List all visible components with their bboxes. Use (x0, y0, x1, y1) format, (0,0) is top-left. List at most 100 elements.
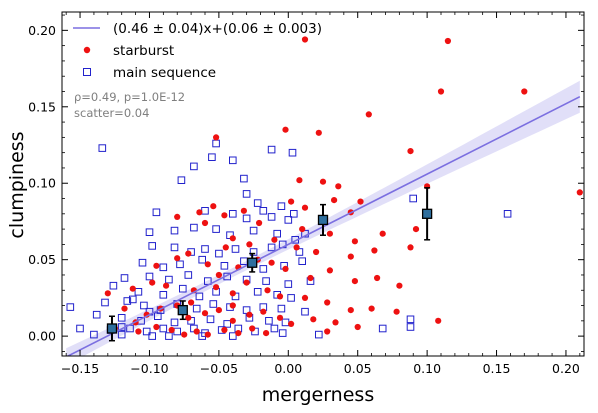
starburst-point (437, 88, 445, 95)
starburst-point (213, 134, 220, 141)
main-sequence-point (176, 260, 184, 269)
main-sequence-point (101, 298, 109, 307)
starburst-point (201, 219, 209, 227)
main-sequence-point (206, 315, 215, 324)
main-sequence-point (92, 310, 101, 319)
starburst-point (240, 207, 247, 214)
starburst-point (307, 274, 314, 282)
starburst-point (310, 316, 317, 323)
main-sequence-point (148, 242, 156, 250)
main-sequence-point (198, 255, 206, 264)
main-sequence-point (117, 314, 126, 322)
starburst-point (368, 305, 375, 312)
main-sequence-point (165, 332, 173, 340)
starburst-point (153, 323, 160, 331)
starburst-point (193, 328, 200, 335)
x-axis-label: mergerness (262, 384, 374, 406)
y-tick-label: 0.10 (28, 176, 56, 191)
starburst-point (374, 274, 381, 282)
main-sequence-point (212, 139, 220, 148)
starburst-point (407, 148, 414, 155)
main-sequence-point (265, 317, 273, 325)
main-sequence-point (259, 207, 268, 215)
main-sequence-point (220, 262, 229, 270)
starburst-point (301, 294, 309, 301)
starburst-point (229, 317, 236, 324)
main-sequence-point (287, 294, 295, 302)
main-sequence-point (198, 332, 206, 340)
main-sequence-point (290, 210, 298, 218)
starburst-point (276, 314, 284, 321)
starburst-point (521, 88, 528, 95)
starburst-point (268, 259, 275, 266)
legend-starburst-label: starburst (113, 43, 174, 59)
starburst-point (188, 299, 195, 306)
starburst-point (354, 323, 361, 331)
main-sequence-point (229, 156, 237, 165)
starburst-point (351, 238, 358, 245)
y-tick-label: 0.20 (28, 23, 56, 38)
legend-starburst-marker (83, 46, 91, 54)
binned-mean-marker (106, 323, 118, 334)
main-sequence-point (109, 281, 118, 290)
main-sequence-point (215, 249, 223, 258)
main-sequence-point (229, 332, 237, 340)
starburst-point (163, 282, 170, 289)
starburst-point (185, 314, 192, 321)
main-sequence-point (148, 332, 156, 340)
main-sequence-point (406, 323, 415, 331)
main-sequence-point (142, 327, 151, 336)
main-sequence-point (138, 258, 147, 267)
x-tick-label: 0.20 (552, 361, 580, 376)
y-tick-label: 0.05 (28, 252, 56, 267)
main-sequence-point (184, 271, 193, 279)
starburst-point (215, 307, 222, 314)
main-sequence-point (267, 213, 276, 221)
main-sequence-point (195, 292, 204, 301)
starburst-point (149, 279, 156, 286)
main-sequence-point (192, 304, 201, 313)
main-sequence-point (90, 330, 98, 339)
starburst-point (264, 287, 271, 294)
starburst-point (301, 204, 309, 211)
starburst-point (221, 212, 228, 219)
starburst-point (282, 265, 289, 272)
main-sequence-point (503, 210, 512, 218)
starburst-point (301, 36, 309, 43)
starburst-point (319, 178, 327, 185)
starburst-point (196, 209, 203, 216)
starburst-point (271, 236, 278, 243)
main-sequence-point (315, 330, 323, 339)
starburst-point (335, 183, 342, 190)
legend: (0.46 ± 0.04)x+(0.06 ± 0.003) starburst … (73, 21, 322, 81)
main-sequence-point (120, 274, 129, 282)
starburst-point (246, 241, 253, 248)
main-sequence-point (262, 277, 270, 285)
starburst-point (379, 230, 386, 237)
scatter-stat: scatter=0.04 (74, 106, 149, 120)
main-sequence-point (117, 330, 126, 339)
starburst-point (249, 325, 256, 332)
main-sequence-point (129, 295, 137, 304)
x-tick-label: 0.10 (413, 361, 441, 376)
main-sequence-point (284, 280, 293, 288)
main-sequence-point (152, 208, 161, 217)
starburst-point (299, 226, 306, 233)
main-sequence-point (273, 229, 281, 238)
starburst-point (315, 129, 322, 136)
main-sequence-point (223, 320, 231, 328)
main-sequence-point (284, 216, 293, 224)
main-sequence-point (277, 202, 286, 210)
starburst-point (243, 279, 250, 286)
starburst-point (347, 253, 354, 260)
starburst-point (282, 126, 289, 133)
starburst-point (357, 198, 364, 205)
main-sequence-point (159, 324, 168, 333)
starburst-point (396, 282, 403, 289)
main-sequence-point (267, 145, 276, 154)
data-points (66, 36, 583, 340)
starburst-point (129, 285, 136, 292)
starburst-point (246, 311, 253, 318)
main-sequence-point (134, 288, 143, 296)
main-sequence-point (259, 265, 268, 273)
